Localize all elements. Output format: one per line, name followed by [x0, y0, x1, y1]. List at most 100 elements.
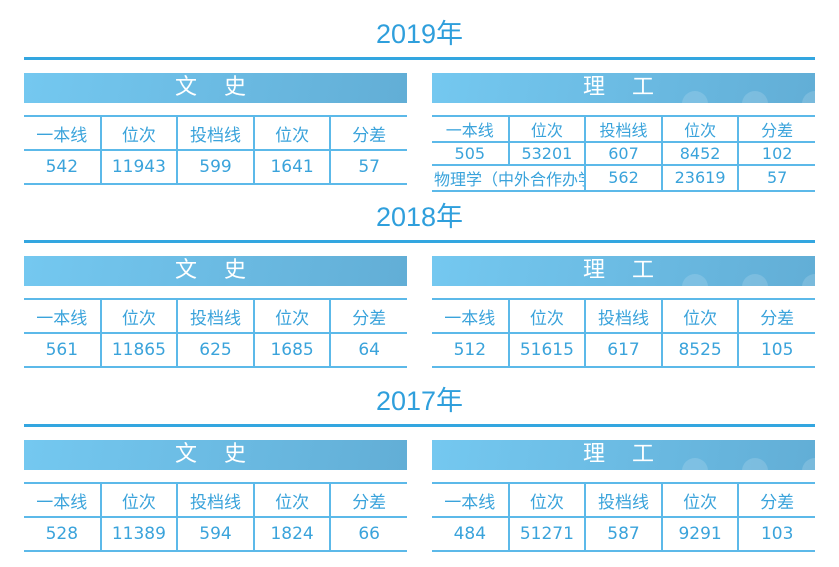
table-cell: 102 [737, 141, 815, 166]
year-title: 2018年 [375, 202, 464, 232]
column-header: 位次 [660, 482, 739, 518]
panel-title: 理 工 [583, 75, 664, 100]
panel-banner: 理 工 [432, 73, 815, 103]
column-header: 位次 [507, 115, 586, 143]
table-cell: 66 [329, 516, 407, 552]
table-cell: 9291 [660, 516, 739, 552]
column-header: 位次 [99, 482, 178, 518]
liberal-arts-panel: 文 史一本线 位次 投档线 位次 分差 528 11389 594 1824 66 [24, 440, 407, 552]
table-cell: 57 [329, 149, 407, 185]
table-row: 484 51271 587 9291 103 [432, 516, 815, 552]
year-title: 2019年 [375, 19, 464, 49]
column-header: 位次 [252, 482, 331, 518]
table-cell: 562 [584, 163, 662, 192]
panel-title: 文 史 [175, 442, 256, 467]
table-cell: 51271 [507, 516, 586, 552]
column-header: 分差 [329, 482, 407, 518]
score-table: 一本线 位次 投档线 位次 分差 484 51271 587 9291 103 [432, 482, 815, 552]
column-header: 一本线 [24, 298, 101, 334]
column-header: 投档线 [176, 298, 254, 334]
table-cell: 1824 [252, 516, 331, 552]
column-header: 一本线 [432, 115, 509, 143]
score-table: 一本线 位次 投档线 位次 分差 512 51615 617 8525 105 [432, 298, 815, 368]
panel-banner: 理 工 [432, 440, 815, 470]
table-header-row: 一本线 位次 投档线 位次 分差 [432, 298, 815, 334]
panel-title: 理 工 [583, 258, 664, 283]
liberal-arts-panel: 文 史一本线 位次 投档线 位次 分差 542 11943 599 1641 57 [24, 73, 407, 185]
table-cell: 64 [329, 332, 407, 368]
divider [24, 424, 815, 427]
table-cell: 505 [432, 141, 509, 166]
table-cell: 617 [584, 332, 662, 368]
table-cell: 625 [176, 332, 254, 368]
column-header: 位次 [660, 115, 739, 143]
score-table: 一本线位次投档线位次分差505532016078452102物理学（中外合作办学… [432, 115, 815, 192]
decorative-bubble [802, 91, 815, 103]
table-row: 512 51615 617 8525 105 [432, 332, 815, 368]
table-row: 542 11943 599 1641 57 [24, 149, 407, 185]
decorative-bubble [742, 274, 768, 286]
column-header: 分差 [329, 115, 407, 151]
decorative-bubble [682, 458, 708, 470]
divider [24, 57, 815, 60]
table-cell: 8525 [660, 332, 739, 368]
column-header: 投档线 [176, 482, 254, 518]
panel-banner: 文 史 [24, 440, 407, 470]
decorative-bubble [802, 458, 815, 470]
table-cell: 587 [584, 516, 662, 552]
column-header: 分差 [737, 298, 815, 334]
table-cell: 8452 [660, 141, 739, 166]
table-cell: 11389 [99, 516, 178, 552]
decorative-bubble [682, 91, 708, 103]
table-cell: 11943 [99, 149, 178, 185]
table-cell: 11865 [99, 332, 178, 368]
column-header: 投档线 [584, 482, 662, 518]
column-header: 分差 [737, 482, 815, 518]
table-cell: 542 [24, 149, 101, 185]
panel-title: 文 史 [175, 258, 256, 283]
decorative-bubble [742, 91, 768, 103]
year-section: 2017年文 史一本线 位次 投档线 位次 分差 528 11389 594 1824 66 理 工… [0, 367, 839, 552]
table-header-row: 一本线 位次 投档线 位次 分差 [432, 482, 815, 518]
column-header: 位次 [252, 115, 331, 151]
table-cell: 528 [24, 516, 101, 552]
decorative-bubble [802, 274, 815, 286]
table-cell: 51615 [507, 332, 586, 368]
column-header: 位次 [507, 482, 586, 518]
panel-banner: 理 工 [432, 256, 815, 286]
column-header: 投档线 [584, 298, 662, 334]
column-header: 一本线 [432, 482, 509, 518]
decorative-bubble [742, 458, 768, 470]
table-cell: 1685 [252, 332, 331, 368]
science-panel: 理 工一本线 位次 投档线 位次 分差 512 51615 617 8525 105 [432, 256, 815, 368]
table-cell: 599 [176, 149, 254, 185]
liberal-arts-panel: 文 史一本线 位次 投档线 位次 分差 561 11865 625 1685 64 [24, 256, 407, 368]
score-table: 一本线 位次 投档线 位次 分差 528 11389 594 1824 66 [24, 482, 407, 552]
table-cell: 1641 [252, 149, 331, 185]
column-header: 位次 [660, 298, 739, 334]
column-header: 位次 [252, 298, 331, 334]
column-header: 分差 [737, 115, 815, 143]
score-table: 一本线 位次 投档线 位次 分差 542 11943 599 1641 57 [24, 115, 407, 185]
table-cell: 512 [432, 332, 509, 368]
column-header: 分差 [329, 298, 407, 334]
column-header: 投档线 [176, 115, 254, 151]
table-cell: 53201 [507, 141, 586, 166]
table-cell: 57 [737, 163, 815, 192]
program-label: 物理学（中外合作办学） [432, 163, 586, 192]
table-row: 528 11389 594 1824 66 [24, 516, 407, 552]
year-title: 2017年 [375, 386, 464, 416]
decorative-bubble [682, 274, 708, 286]
column-header: 一本线 [24, 482, 101, 518]
panel-banner: 文 史 [24, 73, 407, 103]
table-header-row: 一本线 位次 投档线 位次 分差 [24, 482, 407, 518]
table-header-row: 一本线 位次 投档线 位次 分差 [24, 115, 407, 151]
table-header-row: 一本线 位次 投档线 位次 分差 [432, 115, 815, 143]
table-cell: 23619 [660, 163, 739, 192]
science-panel: 理 工一本线 位次 投档线 位次 分差 505 53201 607 8452 102 物理学（中外合… [432, 73, 815, 192]
year-section: 2019年文 史一本线 位次 投档线 位次 分差 542 11943 599 1641 57 理 工… [0, 0, 839, 192]
table-row: 561 11865 625 1685 64 [24, 332, 407, 368]
score-table: 一本线 位次 投档线 位次 分差 561 11865 625 1685 64 [24, 298, 407, 368]
table-cell: 103 [737, 516, 815, 552]
